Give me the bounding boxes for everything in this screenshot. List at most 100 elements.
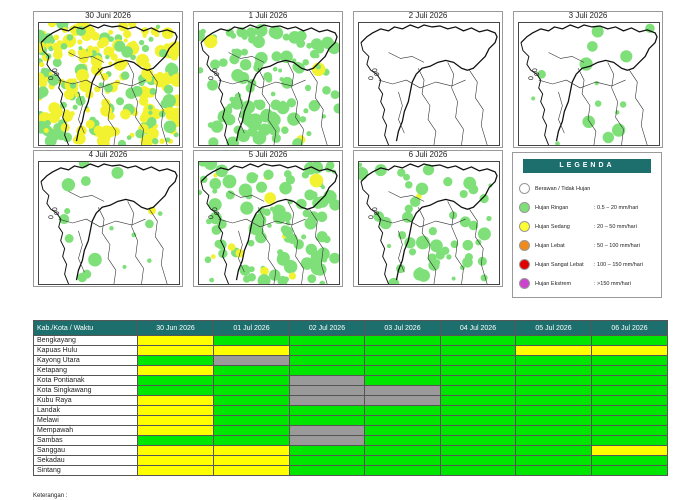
- rain-blob: [308, 100, 321, 112]
- coastline: [40, 181, 70, 284]
- region-name: Sekadau: [33, 455, 138, 466]
- rain-blob: [209, 211, 222, 225]
- rain-blob: [39, 120, 46, 128]
- rain-blob: [214, 239, 223, 248]
- forecast-cell: [440, 395, 516, 406]
- region-name: Mempawah: [33, 425, 138, 436]
- rain-blob: [239, 264, 251, 276]
- forecast-cell: [515, 375, 592, 386]
- rain-blob: [602, 131, 615, 144]
- rain-blob: [100, 72, 109, 81]
- rain-blob: [163, 120, 177, 134]
- region-name: Sanggau: [33, 445, 138, 456]
- forecast-cell: [515, 365, 592, 376]
- rain-blob: [531, 96, 536, 101]
- forecast-cell: [213, 425, 290, 436]
- island-outline: [372, 68, 378, 72]
- rain-blob: [161, 27, 174, 40]
- rain-blob: [77, 39, 83, 45]
- rain-blob: [415, 182, 429, 195]
- district-boundary: [309, 209, 328, 284]
- forecast-cell: [137, 455, 214, 466]
- district-boundary: [607, 62, 624, 145]
- rain-blob: [304, 189, 316, 201]
- legend-range: : 100 – 150 mm/hari: [594, 262, 643, 268]
- island-outline: [368, 76, 374, 80]
- forecast-cell: [364, 465, 441, 476]
- rain-blob: [309, 173, 324, 188]
- island-outline: [54, 72, 60, 76]
- rain-blob: [147, 105, 153, 110]
- forecast-cell: [364, 435, 441, 446]
- rain-blob: [388, 277, 400, 284]
- rain-blob: [210, 254, 216, 259]
- forecast-cell: [213, 415, 290, 426]
- district-boundary: [149, 70, 168, 145]
- district-boundary: [68, 191, 105, 202]
- map-panel-date: 2 Juli 2026: [408, 11, 448, 20]
- rain-blob: [594, 80, 599, 86]
- rain-blob: [267, 223, 272, 228]
- table-header-row: Kab./Kota / Waktu 30 Jun 2026 01 Jul 2026…: [33, 320, 668, 336]
- rain-blob: [256, 54, 266, 64]
- rain-blob: [117, 139, 127, 145]
- rain-blob: [74, 93, 79, 98]
- forecast-cell: [515, 415, 592, 426]
- rain-blob: [282, 226, 294, 238]
- rain-blob: [100, 104, 113, 117]
- rain-blob: [100, 125, 114, 139]
- district-boundary: [388, 52, 425, 63]
- forecast-cell: [213, 385, 290, 396]
- forecast-cell: [364, 455, 441, 466]
- rain-forecast-table: Kab./Kota / Waktu 30 Jun 2026 01 Jul 2026…: [33, 320, 668, 476]
- rain-blob: [288, 272, 297, 280]
- rain-blob: [172, 55, 178, 61]
- rain-blob: [257, 274, 271, 284]
- rain-blob: [80, 176, 91, 187]
- legend-item: Hujan Sedang: 20 – 50 mm/hari: [519, 221, 661, 235]
- province-border: [360, 24, 498, 142]
- rain-blob: [292, 61, 303, 72]
- island-outline: [214, 211, 220, 215]
- rain-blob: [218, 248, 228, 259]
- island-outline: [528, 76, 534, 80]
- region-name: Kota Singkawang: [33, 385, 138, 396]
- rain-blob: [477, 256, 487, 266]
- island-outline: [212, 68, 218, 72]
- forecast-cell: [515, 385, 592, 396]
- forecast-cell: [440, 445, 516, 456]
- legend-item: Hujan Lebat: 50 – 100 mm/hari: [519, 240, 661, 254]
- legend-swatch: [519, 259, 530, 270]
- forecast-cell: [289, 395, 365, 406]
- rain-blob: [323, 235, 331, 244]
- province-border: [200, 163, 338, 281]
- rain-blob: [247, 239, 255, 247]
- rain-blob: [281, 76, 294, 89]
- rain-blob: [273, 209, 284, 219]
- rain-blob: [477, 227, 491, 241]
- district-boundary: [469, 209, 488, 284]
- legend-item: Hujan Ekstrem: >150 mm/hari: [519, 278, 661, 292]
- district-boundary: [97, 68, 117, 145]
- legend-swatch: [519, 240, 530, 251]
- coastline: [200, 42, 230, 145]
- rain-blob: [78, 53, 89, 64]
- forecast-cell: [137, 335, 214, 346]
- island-outline: [374, 72, 380, 76]
- rain-blob: [247, 273, 256, 282]
- forecast-cell: [213, 435, 290, 446]
- forecast-cell: [515, 425, 592, 436]
- island-outline: [374, 211, 380, 215]
- rain-blob: [299, 116, 307, 123]
- rain-blob: [203, 34, 218, 49]
- table-row: Mempawah: [33, 425, 668, 436]
- rain-blob: [446, 254, 452, 260]
- rain-blob: [301, 234, 307, 240]
- district-boundary: [78, 91, 85, 134]
- rain-blob: [87, 45, 94, 52]
- rain-blob: [404, 237, 416, 249]
- rain-blob: [39, 87, 46, 100]
- coastline: [360, 181, 390, 284]
- forecast-cell: [137, 395, 214, 406]
- rain-blob: [428, 227, 437, 236]
